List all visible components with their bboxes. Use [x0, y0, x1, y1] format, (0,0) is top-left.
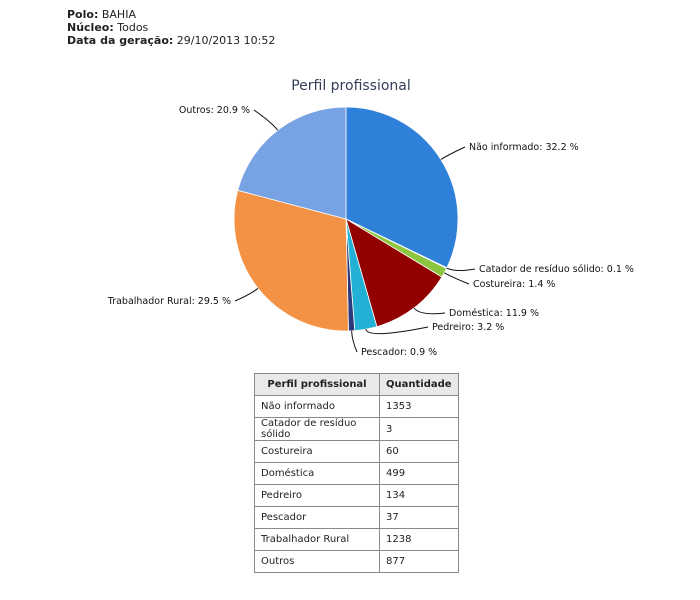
- cell-profile: Outros: [254, 550, 380, 573]
- label-connector: [413, 307, 446, 315]
- generation-date-label: Data da geração:: [67, 34, 174, 47]
- cell-quantity: 1353: [379, 395, 459, 418]
- table-row: Doméstica 499: [254, 462, 459, 485]
- cell-profile: Trabalhador Rural: [254, 528, 380, 551]
- pie-slice: [233, 189, 349, 332]
- label-connector: [253, 109, 279, 131]
- table-row: Pescador 37: [254, 506, 459, 529]
- table-row: Trabalhador Rural 1238: [254, 528, 459, 551]
- slice-label: Doméstica: 11.9 %: [449, 308, 539, 319]
- slice-label: Outros: 20.9 %: [179, 105, 250, 116]
- table-row: Pedreiro 134: [254, 484, 459, 507]
- pie-slice: [345, 218, 443, 328]
- cell-profile: Pedreiro: [254, 484, 380, 507]
- pie-labels: Não informado: 32.2 % Catador de resíduo …: [107, 105, 634, 358]
- cell-quantity: 37: [379, 506, 459, 529]
- slice-label: Costureira: 1.4 %: [473, 279, 555, 290]
- table-row: Outros 877: [254, 550, 459, 573]
- slice-label: Catador de resíduo sólido: 0.1 %: [479, 264, 634, 275]
- slice-label: Pescador: 0.9 %: [361, 347, 437, 358]
- column-header-profile: Perfil profissional: [254, 373, 380, 396]
- profile-table: Perfil profissional Quantidade Não infor…: [254, 373, 459, 573]
- polo-row: Polo: BAHIA: [67, 8, 275, 21]
- cell-profile: Costureira: [254, 440, 380, 463]
- pie-chart: Perfil profissional Não informado: 32.2 …: [107, 78, 634, 358]
- cell-quantity: 134: [379, 484, 459, 507]
- label-connector: [234, 287, 259, 302]
- label-connector: [351, 330, 358, 353]
- cell-quantity: 1238: [379, 528, 459, 551]
- cell-quantity: 499: [379, 462, 459, 485]
- cell-profile: Pescador: [254, 506, 380, 529]
- table-header-row: Perfil profissional Quantidade: [254, 373, 459, 396]
- pie-slice: [345, 106, 459, 269]
- nucleo-row: Núcleo: Todos: [67, 21, 275, 34]
- report-header: Polo: BAHIA Núcleo: Todos Data da geraçã…: [67, 8, 275, 47]
- polo-label: Polo:: [67, 8, 99, 21]
- slice-label: Pedreiro: 3.2 %: [432, 322, 504, 333]
- slice-label: Não informado: 32.2 %: [469, 142, 579, 153]
- label-connector: [444, 272, 470, 285]
- table-row: Catador de resíduo sólido 3: [254, 417, 459, 441]
- cell-profile: Não informado: [254, 395, 380, 418]
- label-connector: [440, 146, 466, 160]
- table-row: Costureira 60: [254, 440, 459, 463]
- nucleo-value: Todos: [117, 21, 149, 34]
- label-connector: [365, 326, 429, 335]
- generation-date-value: 29/10/2013 10:52: [176, 34, 276, 47]
- generation-date-row: Data da geração: 29/10/2013 10:52: [67, 34, 275, 47]
- table-row: Não informado 1353: [254, 395, 459, 418]
- label-connector: [446, 267, 476, 272]
- column-header-quantity: Quantidade: [379, 373, 459, 396]
- cell-quantity: 3: [379, 417, 459, 441]
- cell-profile: Doméstica: [254, 462, 380, 485]
- polo-value: BAHIA: [101, 8, 136, 21]
- pie-slice: [237, 106, 347, 220]
- cell-quantity: 60: [379, 440, 459, 463]
- cell-profile: Catador de resíduo sólido: [254, 417, 380, 441]
- cell-quantity: 877: [379, 550, 459, 573]
- chart-title: Perfil profissional: [291, 78, 411, 94]
- pie-slices: [233, 106, 459, 332]
- slice-label: Trabalhador Rural: 29.5 %: [107, 296, 231, 307]
- nucleo-label: Núcleo:: [67, 21, 114, 34]
